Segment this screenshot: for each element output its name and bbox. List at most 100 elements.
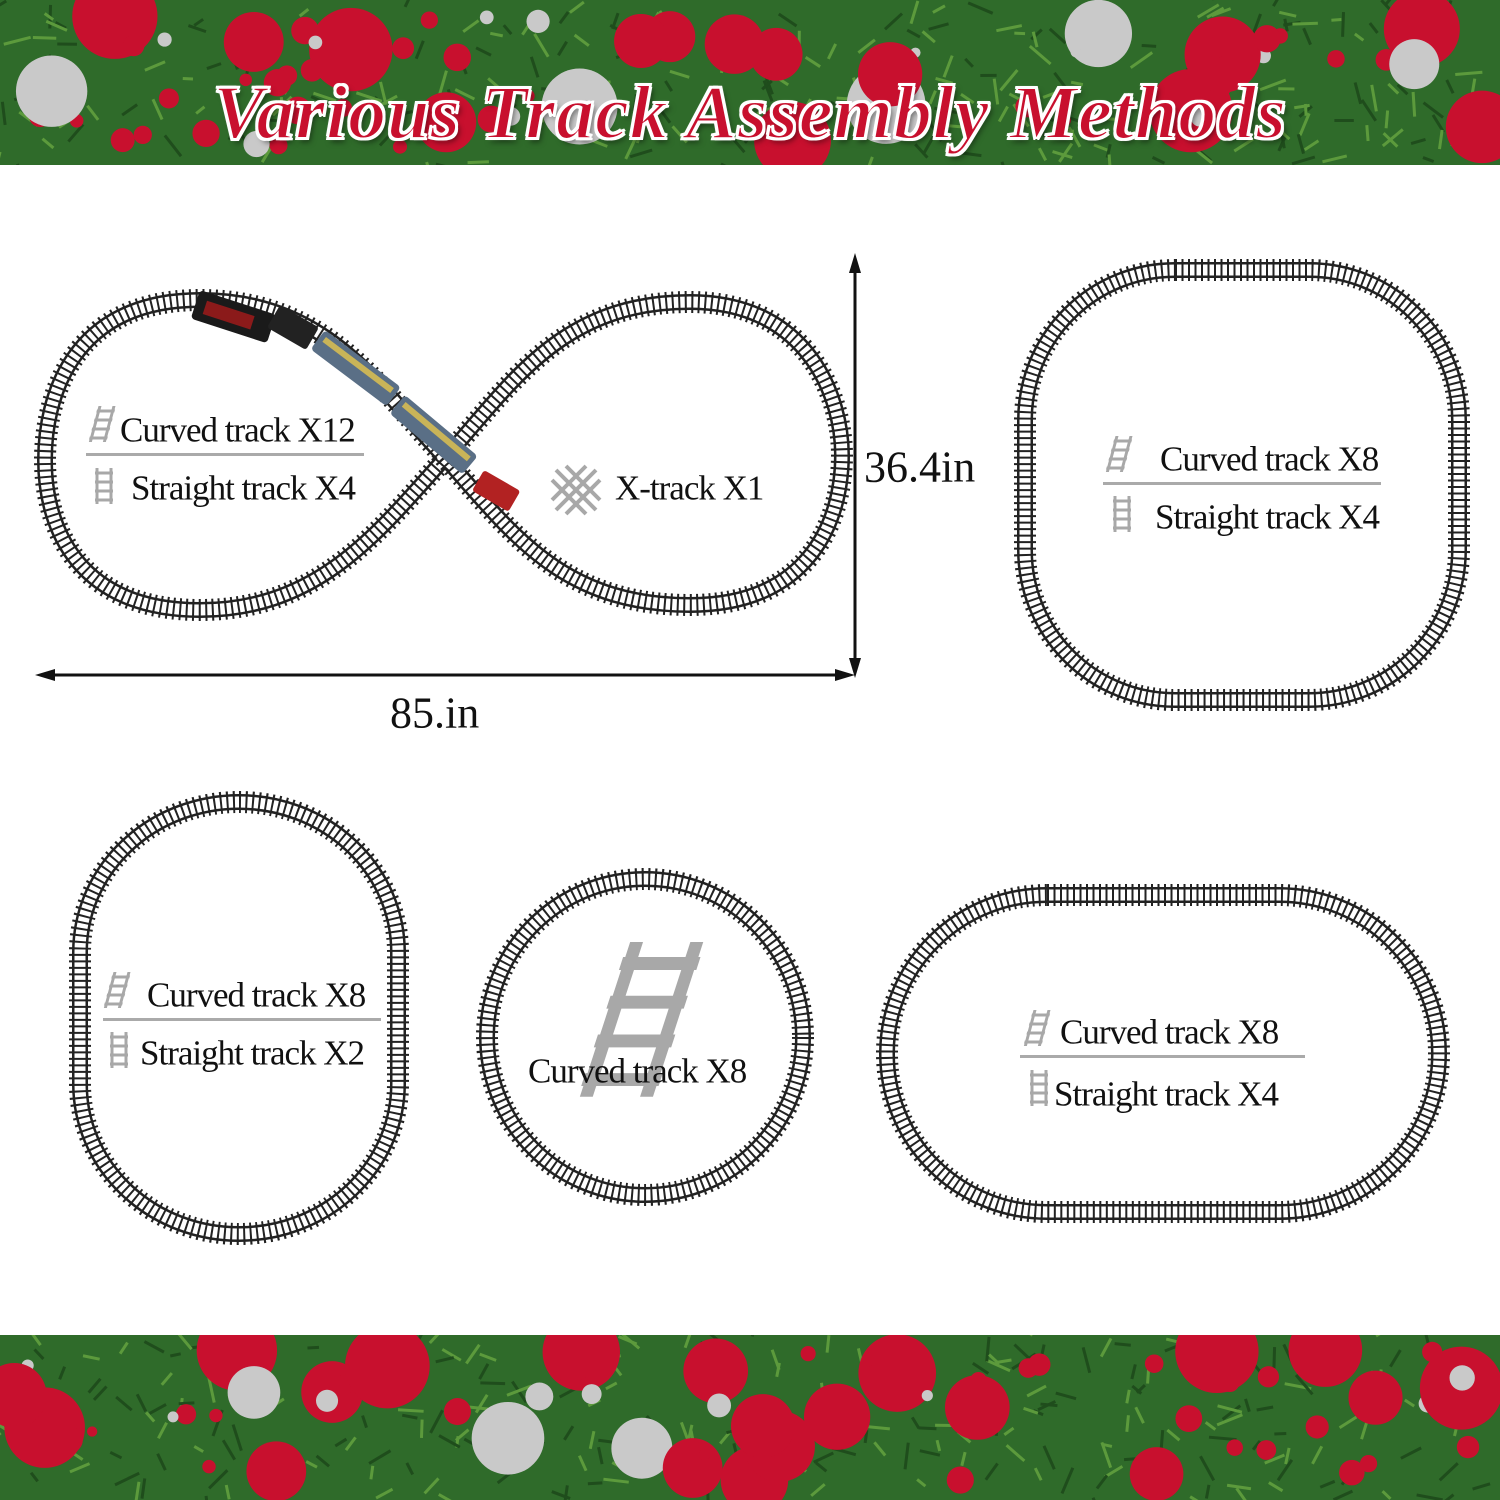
ornament (698, 1449, 711, 1461)
ornament (754, 101, 831, 179)
ornament (157, 32, 172, 47)
ornament (420, 11, 439, 29)
ornament (1064, 0, 1133, 68)
track-rail (1017, 262, 1467, 708)
ornament (209, 1408, 223, 1423)
ornament (87, 1426, 98, 1437)
ornament (479, 10, 494, 25)
width-measurement: 85.in (390, 688, 480, 738)
ornament (1018, 1358, 1039, 1378)
divider (1020, 1055, 1305, 1058)
ornament (1129, 1447, 1184, 1500)
straight-track-icon (110, 1032, 128, 1068)
ornament (309, 7, 393, 92)
ornament (1175, 1405, 1203, 1432)
rounded-square-track (1014, 259, 1470, 711)
ornament (443, 1398, 471, 1426)
ornament (1206, 36, 1228, 58)
ornament (541, 68, 618, 145)
ornament (110, 128, 135, 153)
ornament (1059, 114, 1071, 127)
ornament (443, 43, 472, 72)
ornament (123, 34, 145, 57)
ornament (1449, 1365, 1475, 1391)
curved-track-count: Curved track X8 (1160, 439, 1379, 479)
ornament (239, 73, 253, 87)
ornament (393, 139, 408, 154)
ornament (581, 1384, 602, 1404)
divider (103, 1018, 381, 1021)
ornament (946, 1466, 974, 1494)
ornament (614, 13, 669, 69)
height-dimension-arrow (849, 253, 861, 678)
wide-oval-track (876, 884, 1450, 1223)
ornament (315, 1389, 339, 1412)
ornament (1456, 1435, 1480, 1459)
ornament (284, 96, 312, 125)
curved-track-icon (1023, 1010, 1051, 1046)
ornament (1327, 50, 1345, 68)
ornament (1144, 1354, 1164, 1373)
curved-track-icon (88, 406, 116, 442)
curved-track-icon (1105, 436, 1133, 472)
x-track-count: X-track X1 (615, 468, 764, 508)
ornament (481, 1428, 509, 1456)
curved-track-icon (103, 972, 131, 1008)
ornament (501, 107, 521, 126)
ornament (133, 125, 152, 145)
ornament (1256, 1440, 1277, 1460)
divider (86, 453, 364, 456)
ornament (333, 98, 352, 117)
straight-track-count: Straight track X2 (140, 1033, 365, 1073)
ornament (1070, 46, 1082, 58)
ornament (944, 1375, 1010, 1440)
ornament (730, 1394, 795, 1458)
curved-track-count: Curved track X12 (120, 410, 356, 450)
ornament (1422, 1341, 1443, 1362)
ornament (471, 1401, 545, 1475)
ornament (1015, 95, 1037, 118)
ornament (526, 9, 550, 34)
ornament (223, 12, 284, 72)
ornament (611, 1417, 673, 1479)
page-title: Various Track Assembly Methods (212, 70, 1287, 156)
ornament (15, 55, 88, 127)
ornament (263, 69, 292, 97)
x-track-icon (550, 464, 602, 516)
ornament (246, 1441, 307, 1500)
ornament (1214, 58, 1230, 75)
ornament (1445, 90, 1500, 164)
ornament (1348, 1370, 1403, 1425)
ornament (921, 1390, 933, 1402)
ornament (392, 37, 415, 60)
ornament (683, 1338, 749, 1404)
ornament (1190, 109, 1209, 127)
ornament (862, 1365, 888, 1390)
ornament (800, 1346, 816, 1362)
straight-track-icon (95, 468, 113, 504)
ornament (1226, 1439, 1243, 1456)
curved-track-count: Curved track X8 (528, 1051, 747, 1091)
straight-track-icon (1030, 1070, 1048, 1106)
ornament (202, 1459, 216, 1474)
ornament (192, 119, 220, 148)
ornament (704, 14, 765, 74)
toy-train (191, 291, 520, 511)
curved-track-count: Curved track X8 (1060, 1012, 1279, 1052)
ornament (858, 1334, 937, 1412)
track-rail (879, 887, 1447, 1220)
ornament (521, 89, 535, 103)
ornament (1257, 1366, 1280, 1388)
ornament (345, 1323, 430, 1409)
straight-track-count: Straight track X4 (131, 468, 356, 508)
ornament (857, 42, 923, 107)
track-rail (881, 889, 1445, 1218)
straight-track-count: Straight track X4 (1155, 497, 1380, 537)
ornament (416, 92, 477, 153)
ornament (175, 1404, 197, 1425)
ornament (227, 1366, 281, 1419)
circle-track (476, 868, 814, 1206)
ornament (543, 1325, 600, 1382)
